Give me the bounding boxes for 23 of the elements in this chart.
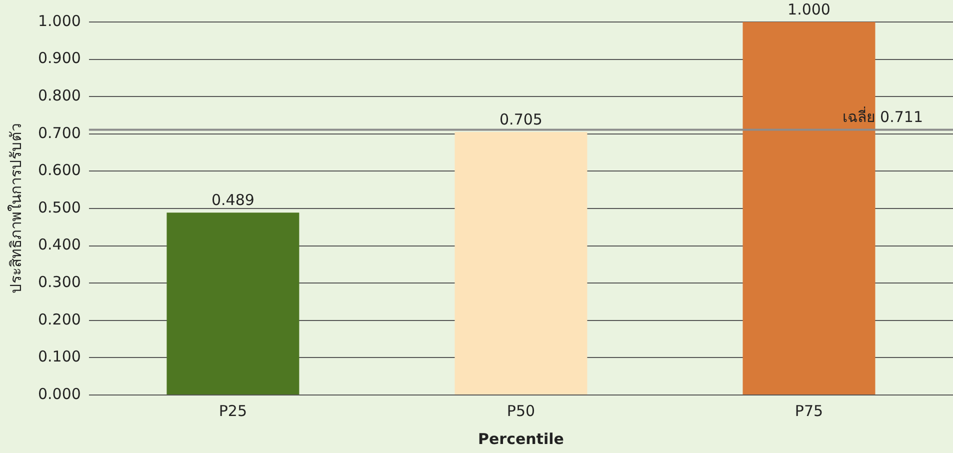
y-tick-label: 0.700 xyxy=(38,124,81,142)
bar xyxy=(166,212,300,394)
y-tick-label: 0.800 xyxy=(38,86,81,104)
ref-line-label: เฉลี่ย 0.711 xyxy=(842,106,923,126)
y-tick-label: 0.500 xyxy=(38,198,81,216)
data-label: 0.705 xyxy=(499,110,542,128)
y-tick-label: 0.400 xyxy=(38,236,81,254)
y-tick-label: 0.600 xyxy=(38,161,81,180)
data-label: 0.489 xyxy=(211,190,254,209)
y-tick-label: 0.900 xyxy=(38,49,81,68)
x-tick-label: P75 xyxy=(794,402,824,420)
x-tick-label: P25 xyxy=(218,402,248,420)
y-axis-title: ประสิทธิภาพในการปรับตัว xyxy=(6,124,25,294)
y-tick-label: 0.100 xyxy=(38,348,81,366)
y-tick-label: 0.200 xyxy=(38,310,81,328)
bar xyxy=(454,132,588,394)
y-tick-label: 0.000 xyxy=(38,384,81,403)
bar xyxy=(742,22,876,394)
x-axis-title: Percentile xyxy=(478,430,564,448)
x-tick-label: P50 xyxy=(506,402,536,420)
y-tick-label: 0.300 xyxy=(38,272,81,291)
data-label: 1.000 xyxy=(788,0,830,18)
y-tick-label: 1.000 xyxy=(38,12,81,30)
